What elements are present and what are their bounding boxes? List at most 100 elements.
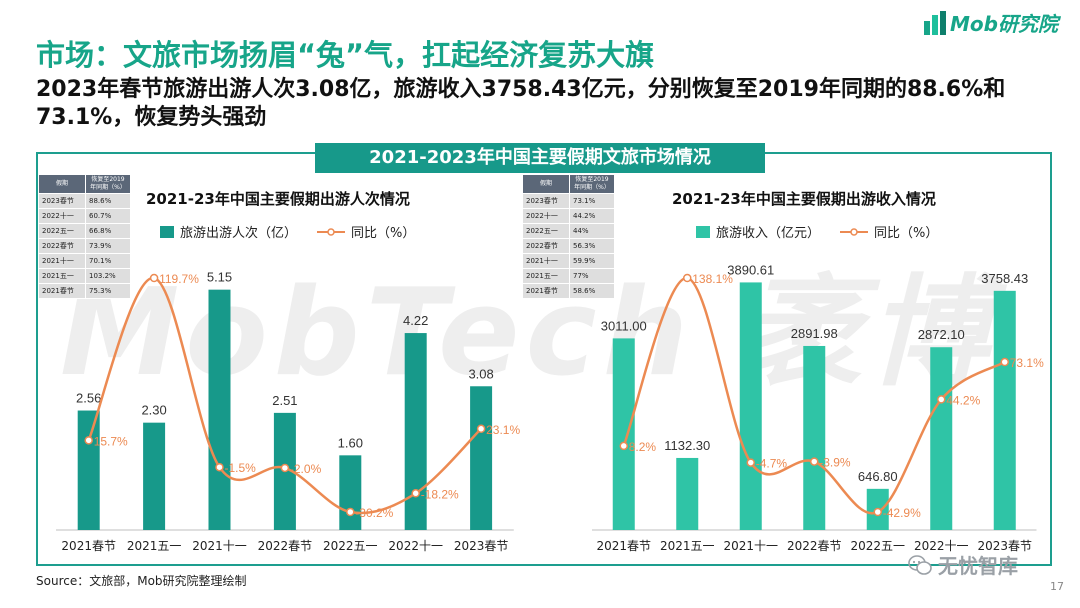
logo-mark-icon (924, 10, 947, 35)
table-row: 2021春节 75.3% (38, 283, 131, 299)
bar-value-label: 1.60 (338, 435, 363, 450)
yoy-point (411, 489, 420, 498)
yoy-value-label: -42.9% (883, 506, 921, 520)
yoy-value-label: 15.7% (94, 434, 128, 448)
table-row: 2021十一 70.1% (38, 253, 131, 269)
table-cell-period: 2022春节 (522, 238, 570, 254)
bar-value-label: 646.80 (858, 469, 898, 484)
bar-value-label: 5.15 (207, 270, 232, 285)
yoy-value-label: 119.7% (159, 272, 199, 286)
x-tick-label: 2021十一 (192, 539, 247, 553)
table-row: 2021十一 59.9% (522, 253, 615, 269)
table-row: 2021五一 103.2% (38, 268, 131, 284)
table-cell-period: 2022十一 (38, 208, 86, 224)
recovery-table-revenue: 假期 恢复至2019年同期（%） 2023春节 73.1% 2022十一 44.2% 2… (522, 174, 615, 299)
legend-bar-swatch (696, 225, 710, 238)
table-cell-period: 2022春节 (38, 238, 86, 254)
yoy-point (476, 424, 486, 434)
table-header-recovery: 恢复至2019年同期（%） (569, 174, 615, 194)
yoy-value-label: 73.1% (1010, 356, 1044, 370)
chart-title-visitors: 2021-23年中国主要假期出游人次情况 (146, 190, 410, 208)
bar (77, 410, 100, 530)
yoy-value-label: -18.2% (421, 487, 459, 501)
table-row: 2022十一 44.2% (522, 208, 615, 224)
yoy-point (873, 507, 882, 517)
yoy-value-label: -30.2% (355, 506, 393, 520)
x-tick-label: 2021五一 (660, 539, 715, 553)
wechat-text: 无忧智库 (938, 554, 1018, 578)
bar (470, 386, 493, 530)
bar-value-label: 4.22 (403, 313, 428, 328)
legend-bar-swatch (160, 225, 174, 238)
bar (739, 282, 762, 530)
table-row: 2022五一 66.8% (38, 223, 131, 239)
table-cell-period: 2023春节 (522, 193, 570, 209)
brand-logo: Mob研究院 (924, 8, 1058, 37)
bar (208, 289, 231, 530)
table-cell-recovery: 66.8% (85, 223, 131, 239)
yoy-point (1000, 357, 1009, 367)
yoy-point (215, 462, 224, 472)
section-banner: 2021-2023年中国主要假期文旅市场情况 (315, 143, 765, 173)
legend-line-swatch (840, 227, 869, 236)
yoy-value-label: 138.1% (692, 272, 733, 286)
bar-value-label: 3758.43 (981, 271, 1028, 286)
bar (404, 333, 427, 530)
table-cell-recovery: 56.3% (569, 238, 615, 254)
x-tick-label: 2022十一 (388, 539, 443, 553)
x-tick-label: 2021十一 (723, 539, 778, 553)
x-tick-label: 2022春节 (787, 539, 842, 553)
yoy-point (84, 436, 93, 445)
yoy-point (746, 458, 755, 467)
bar (993, 290, 1016, 530)
wechat-icon (908, 554, 932, 575)
recovery-table-visitors: 假期 恢复至2019年同期（%） 2023春节 88.6% 2022十一 60.7% 2… (38, 174, 131, 299)
bar-value-label: 2.30 (141, 403, 166, 418)
x-tick-label: 2022十一 (914, 539, 969, 553)
table-cell-period: 2021五一 (38, 268, 86, 284)
table-cell-recovery: 70.1% (85, 253, 131, 269)
table-cell-recovery: 73.9% (85, 238, 131, 254)
yoy-value-label: -2.0% (290, 462, 322, 476)
bar (612, 338, 635, 530)
x-tick-label: 2022五一 (323, 539, 378, 553)
legend-visitors: 旅游出游人次（亿） 同比（%） (160, 222, 415, 241)
logo-text: Mob研究院 (950, 12, 1058, 36)
table-row: 2023春节 73.1% (522, 193, 615, 209)
chart-title-revenue: 2021-23年中国主要假期出游收入情况 (672, 190, 936, 208)
table-row: 2022春节 73.9% (38, 238, 131, 254)
legend-bar-label: 旅游收入（亿元） (716, 226, 821, 241)
bar (676, 457, 699, 530)
yoy-point (149, 273, 159, 283)
table-cell-period: 2022十一 (522, 208, 570, 224)
yoy-point (619, 441, 628, 451)
bar (803, 345, 826, 530)
bar-value-label: 2.56 (76, 391, 101, 406)
x-tick-label: 2023春节 (977, 539, 1032, 553)
yoy-value-label: 23.1% (486, 423, 520, 437)
legend-line-swatch (317, 227, 346, 236)
yoy-point (683, 273, 692, 283)
bar-value-label: 3890.61 (727, 262, 774, 277)
table-cell-period: 2022五一 (38, 223, 86, 239)
bar-value-label: 2872.10 (918, 327, 965, 342)
x-tick-label: 2021五一 (127, 539, 182, 553)
table-header-recovery: 恢复至2019年同期（%） (85, 174, 131, 194)
table-cell-recovery: 75.3% (85, 283, 131, 299)
table-cell-recovery: 58.6% (569, 283, 615, 299)
table-cell-period: 2021春节 (38, 283, 86, 299)
table-row: 2022春节 56.3% (522, 238, 615, 254)
yoy-line (87, 276, 482, 515)
yoy-value-label: -4.7% (756, 457, 788, 471)
page-number: 17 (1050, 580, 1064, 593)
x-tick-label: 2022春节 (258, 539, 313, 553)
bar (930, 347, 953, 530)
yoy-value-label: -1.5% (225, 461, 257, 475)
legend-line-label: 同比（%） (874, 226, 939, 241)
legend-revenue: 旅游收入（亿元） 同比（%） (696, 222, 938, 241)
x-tick-label: 2022五一 (850, 539, 905, 553)
bar-value-label: 3011.00 (601, 318, 647, 333)
yoy-point (937, 395, 946, 404)
table-header-period: 假期 (522, 174, 570, 194)
